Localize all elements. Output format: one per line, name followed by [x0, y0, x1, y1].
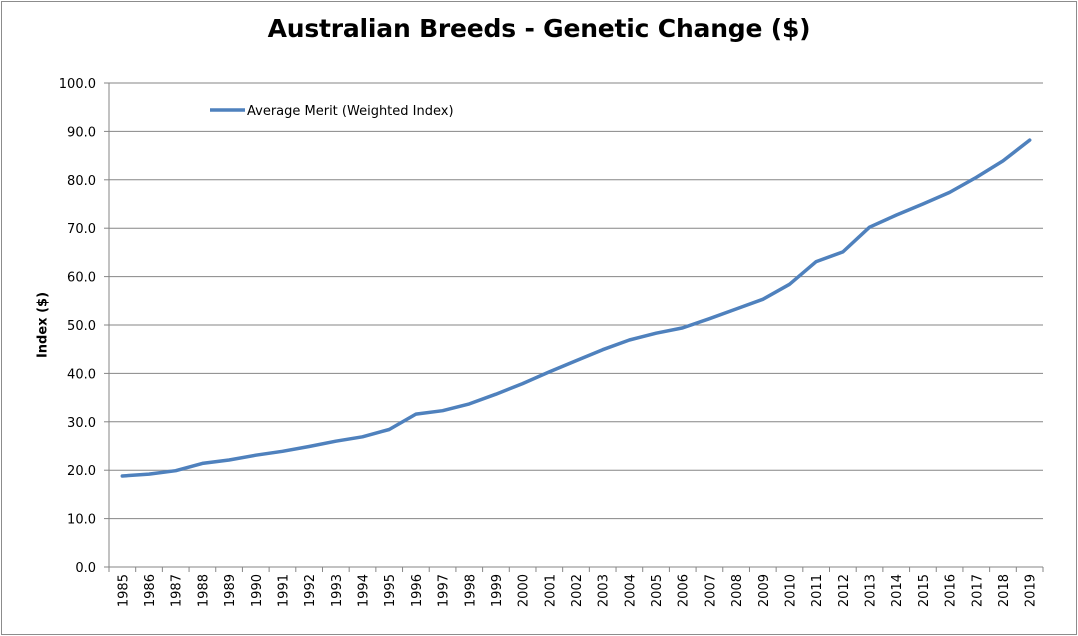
- x-tick-label: 2009: [757, 574, 772, 607]
- x-tick-label: 2011: [810, 574, 825, 607]
- x-tick-label: 2006: [677, 574, 692, 607]
- legend-label: Average Merit (Weighted Index): [247, 104, 454, 119]
- x-tick-label: 2005: [650, 574, 665, 607]
- x-tick-label: 1991: [276, 574, 291, 607]
- x-tick-label: 1998: [463, 574, 478, 607]
- y-tick-label: 30.0: [67, 416, 96, 431]
- x-tick-label: 2002: [570, 574, 585, 607]
- x-tick-label: 2008: [730, 574, 745, 607]
- x-tick-label: 2003: [597, 574, 612, 607]
- y-tick-label: 90.0: [67, 125, 96, 140]
- x-tick-label: 2000: [517, 574, 532, 607]
- x-tick-label: 1989: [223, 574, 238, 607]
- x-tick-label: 2016: [944, 574, 959, 607]
- x-tick-label: 2019: [1024, 574, 1039, 607]
- x-tick-label: 1993: [330, 574, 345, 607]
- x-tick-label: 1999: [490, 574, 505, 607]
- x-tick-label: 1992: [303, 574, 318, 607]
- x-tick-label: 2014: [890, 574, 905, 607]
- y-tick-label: 40.0: [67, 367, 96, 382]
- x-tick-label: 2001: [543, 574, 558, 607]
- y-tick-label: 0.0: [75, 561, 96, 576]
- y-tick-label: 80.0: [67, 174, 96, 189]
- y-tick-label: 100.0: [59, 77, 96, 92]
- x-tick-label: 1986: [143, 574, 158, 607]
- x-tick-label: 1997: [437, 574, 452, 607]
- y-tick-label: 20.0: [67, 464, 96, 479]
- x-tick-label: 1995: [383, 574, 398, 607]
- series-line: [120, 138, 1032, 478]
- x-tick-label: 1987: [170, 574, 185, 607]
- x-tick-label: 2004: [623, 574, 638, 607]
- y-tick-label: 70.0: [67, 222, 96, 237]
- x-tick-label: 1985: [116, 574, 131, 607]
- x-tick-label: 2018: [997, 574, 1012, 607]
- x-tick-label: 1988: [196, 574, 211, 607]
- x-tick-label: 2015: [917, 574, 932, 607]
- y-tick-label: 60.0: [67, 271, 96, 286]
- x-tick-label: 2007: [703, 574, 718, 607]
- y-tick-label: 10.0: [67, 513, 96, 528]
- x-tick-label: 2017: [970, 574, 985, 607]
- x-tick-label: 2012: [837, 574, 852, 607]
- y-tick-label: 50.0: [67, 319, 96, 334]
- x-tick-label: 1990: [250, 574, 265, 607]
- x-tick-label: 1994: [357, 574, 372, 607]
- chart-title: Australian Breeds - Genetic Change ($): [267, 14, 811, 43]
- x-tick-label: 2013: [864, 574, 879, 607]
- x-tick-label: 1996: [410, 574, 425, 607]
- x-tick-label: 2010: [783, 574, 798, 607]
